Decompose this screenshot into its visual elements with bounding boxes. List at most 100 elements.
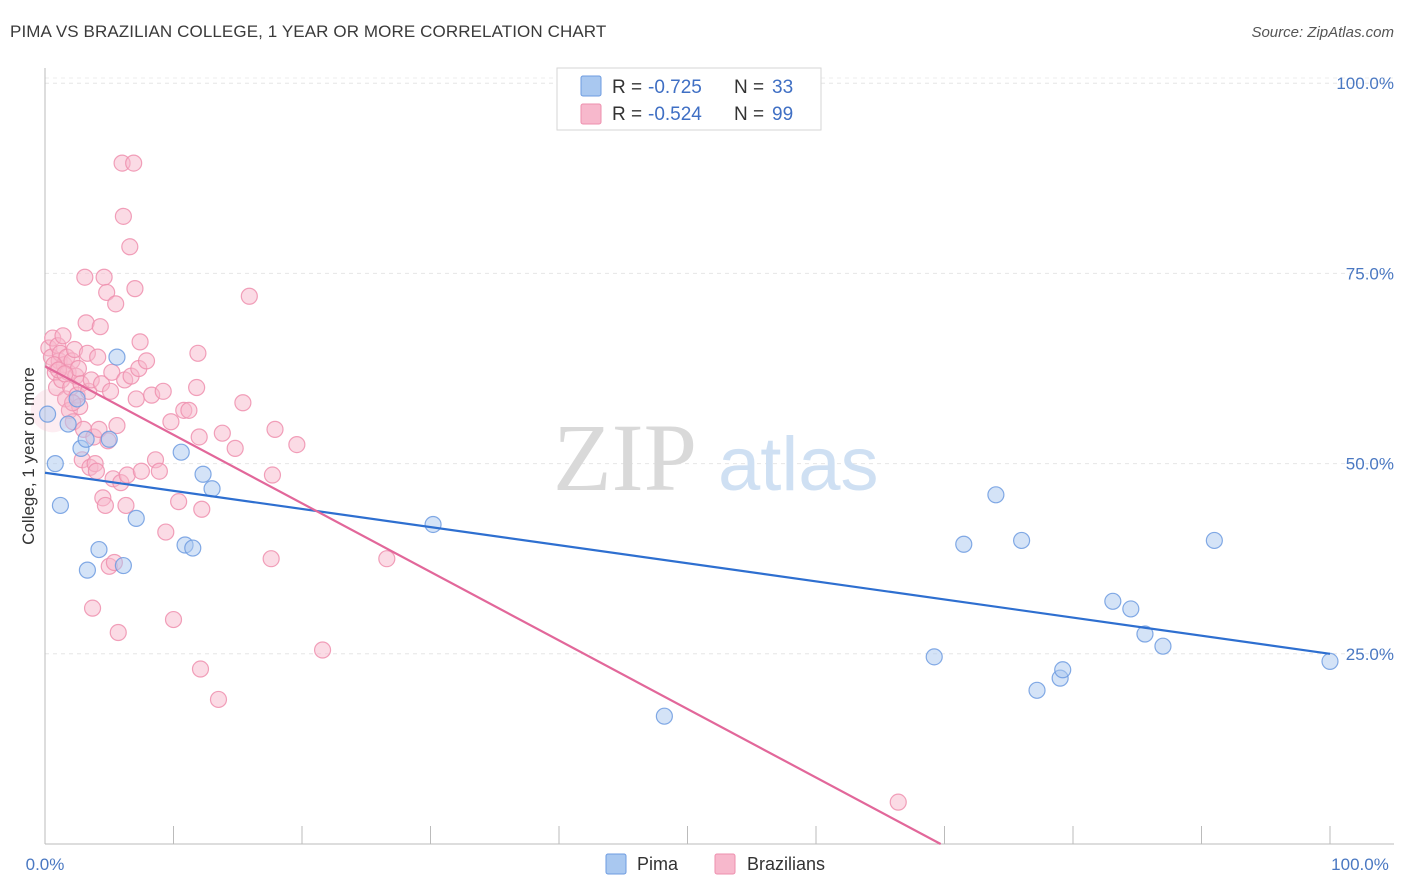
trend-lines (44, 365, 1331, 845)
brazilians-point-92 (313, 641, 332, 659)
pima-point-20 (925, 648, 943, 666)
brazilians-point-55 (114, 207, 132, 225)
brazilians-point-90 (266, 420, 284, 438)
pima-point-16 (194, 465, 212, 483)
pima-point-6 (77, 430, 95, 448)
legend-n-value-pima: 33 (772, 77, 793, 98)
brazilians-point-83 (209, 690, 228, 709)
brazilians-point-41 (95, 268, 113, 286)
bottom-legend-swatch-brazilians (714, 853, 736, 875)
brazilians-point-58 (118, 466, 136, 484)
pima-trend-line (44, 471, 1331, 655)
brazilians-point-42 (96, 496, 114, 515)
x-ticks (44, 826, 1331, 844)
brazilians-point-59 (121, 238, 139, 256)
brazilians-point-52 (109, 623, 127, 642)
pima-point-27 (1104, 592, 1122, 610)
legend-swatch-pima (580, 75, 602, 97)
brazilians-point-67 (137, 352, 156, 370)
pima-point-32 (1321, 652, 1339, 671)
brazilians-point-37 (90, 420, 108, 438)
brazilians-point-84 (213, 424, 231, 442)
pima-point-18 (424, 515, 442, 534)
x-tick-label-max: 100.0% (1331, 855, 1389, 874)
brazilians-point-88 (262, 550, 280, 568)
pima-point-23 (1012, 531, 1031, 550)
brazilians-point-89 (263, 466, 282, 484)
pima-point-8 (90, 540, 108, 559)
brazilians-point-85 (226, 439, 244, 457)
brazilians-point-36 (89, 348, 107, 366)
y-tick-labels: 25.0% 50.0% 75.0% 100.0% (1336, 74, 1394, 664)
legend-n-label-brazilians: N = (734, 104, 764, 125)
bottom-legend-label-brazilians: Brazilians (747, 854, 825, 874)
legend-box: R = -0.725 N = 33 R = -0.524 N = 99 (556, 67, 822, 131)
y-tick-label-75: 75.0% (1346, 264, 1394, 283)
brazilians-point-79 (189, 344, 207, 362)
brazilians-point-77 (180, 401, 198, 419)
brazilians-point-78 (188, 378, 206, 397)
brazilians-point-47 (103, 363, 121, 381)
watermark-atlas: atlas (718, 422, 879, 507)
brazilians-point-82 (193, 500, 211, 518)
x-tick-label-min: 0.0% (26, 855, 65, 874)
brazilians-point-74 (164, 610, 183, 629)
brazilians-point-86 (234, 394, 252, 412)
pima-point-4 (68, 390, 86, 408)
legend-r-label-pima: R = (612, 77, 642, 98)
brazilians-point-46 (101, 382, 120, 400)
bottom-legend: Pima Brazilians (605, 853, 825, 875)
pima-point-2 (51, 496, 70, 515)
brazilians-point-87 (240, 287, 258, 305)
y-tick-label-25: 25.0% (1346, 645, 1394, 664)
pima-point-28 (1122, 600, 1140, 618)
pima-point-3 (59, 415, 77, 433)
pima-point-30 (1154, 637, 1172, 655)
pima-point-12 (127, 509, 145, 527)
brazilians-point-81 (191, 660, 210, 678)
legend-r-value-pima: -0.725 (648, 77, 702, 98)
bottom-legend-swatch-pima (605, 853, 627, 875)
brazilians-point-72 (157, 523, 175, 541)
watermark: ZIP atlas (553, 404, 879, 511)
pima-point-29 (1136, 625, 1154, 643)
brazilians-point-80 (190, 428, 208, 446)
pima-point-24 (1028, 681, 1046, 699)
pima-point-31 (1205, 531, 1223, 550)
axes (44, 68, 1394, 845)
brazilians-point-43 (98, 283, 116, 302)
bottom-legend-label-pima: Pima (637, 854, 679, 874)
pima-point-22 (987, 486, 1005, 504)
legend-n-label-pima: N = (734, 77, 764, 98)
y-axis-label: College, 1 year or more (19, 367, 38, 545)
brazilians-point-66 (132, 462, 150, 480)
brazilians-point-63 (127, 390, 145, 408)
brazilians-point-91 (288, 435, 306, 454)
brazilians-point-62 (126, 280, 144, 298)
brazilians-point-50 (107, 295, 125, 313)
pima-point-9 (100, 430, 118, 448)
legend-r-value-brazilians: -0.524 (648, 104, 702, 125)
brazilians-trend-line (44, 365, 942, 845)
pima-point-17 (203, 480, 221, 498)
pima-point-15 (184, 539, 202, 557)
chart-title: PIMA VS BRAZILIAN COLLEGE, 1 YEAR OR MOR… (10, 22, 607, 41)
brazilians-point-73 (162, 413, 180, 431)
brazilians-point-9 (54, 327, 72, 345)
pima-point-10 (108, 348, 126, 366)
brazilians-point-61 (125, 154, 143, 172)
brazilians-point-94 (889, 793, 907, 811)
pima-point-0 (38, 405, 57, 423)
legend-r-label-brazilians: R = (612, 104, 642, 125)
brazilians-point-70 (150, 462, 168, 480)
brazilians-point-26 (76, 268, 94, 286)
y-tick-label-50: 50.0% (1346, 455, 1394, 474)
pima-point-26 (1054, 661, 1072, 679)
brazilians-point-38 (91, 318, 109, 336)
brazilians-point-93 (378, 550, 396, 568)
brazilians-point-71 (154, 382, 172, 400)
brazilians-point-32 (83, 599, 102, 617)
brazilians-point-57 (117, 496, 135, 515)
watermark-zip: ZIP (553, 404, 697, 511)
